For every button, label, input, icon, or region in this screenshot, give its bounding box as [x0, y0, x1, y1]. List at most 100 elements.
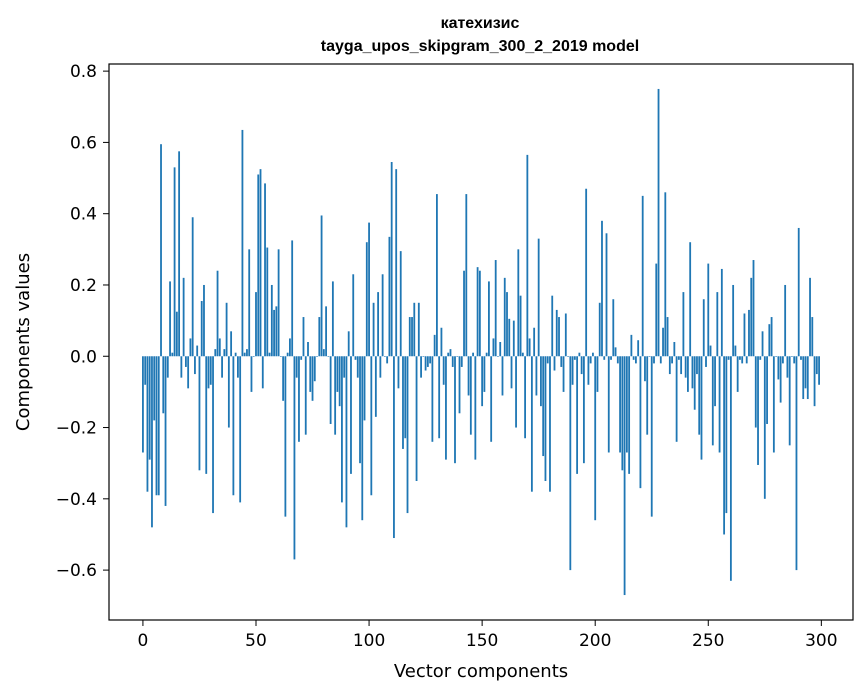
bar-145 [469, 356, 472, 435]
bar-167 [519, 295, 522, 357]
bar-24 [196, 345, 199, 357]
bar-245 [696, 356, 698, 375]
bar-261 [732, 284, 735, 357]
x-axis-label: Vector components [394, 661, 568, 682]
bar-216 [630, 334, 633, 357]
bar-237 [677, 356, 680, 360]
bar-39 [230, 331, 233, 357]
bar-275 [763, 356, 766, 499]
bar-series [142, 88, 820, 596]
y-tick-label: −0.6 [56, 561, 97, 581]
bar-103 [374, 356, 377, 417]
bar-80 [322, 349, 325, 357]
bar-273 [759, 356, 762, 360]
bar-186 [562, 356, 565, 392]
bar-112 [395, 169, 398, 357]
bar-252 [711, 356, 714, 446]
bar-33 [216, 270, 219, 357]
bar-165 [515, 356, 517, 428]
bar-35 [221, 356, 223, 378]
bar-188 [567, 356, 569, 357]
bar-23 [194, 356, 196, 375]
bar-178 [544, 356, 547, 481]
bar-285 [786, 356, 789, 378]
bar-130 [436, 194, 438, 357]
bar-222 [644, 356, 646, 382]
bar-288 [793, 356, 796, 364]
bar-272 [757, 356, 759, 465]
bar-153 [488, 281, 490, 357]
bar-176 [540, 356, 542, 407]
bar-185 [560, 356, 563, 367]
bar-184 [558, 317, 560, 357]
bar-202 [598, 302, 601, 357]
bar-129 [433, 334, 436, 357]
bar-179 [546, 356, 549, 364]
bar-171 [528, 338, 531, 357]
bar-101 [370, 356, 373, 496]
bar-131 [438, 356, 441, 439]
bar-271 [754, 356, 757, 428]
bar-95 [356, 356, 359, 378]
bar-295 [809, 277, 811, 357]
bar-287 [791, 356, 793, 357]
bar-71 [302, 317, 305, 357]
bar-213 [623, 356, 626, 596]
bar-195 [582, 356, 585, 464]
bar-108 [386, 356, 389, 364]
bar-174 [535, 356, 538, 396]
x-tick-label: 300 [805, 631, 837, 651]
bar-124 [422, 356, 425, 357]
bar-18 [182, 277, 185, 357]
bar-234 [671, 356, 673, 364]
bar-82 [327, 356, 330, 357]
bar-135 [447, 352, 450, 357]
bar-48 [250, 356, 253, 392]
bar-265 [741, 356, 744, 364]
bar-61 [279, 356, 282, 357]
bar-289 [795, 356, 798, 571]
bar-119 [411, 317, 413, 357]
bar-175 [537, 238, 540, 357]
bar-263 [736, 356, 739, 392]
bar-85 [334, 356, 337, 435]
bar-100 [368, 222, 370, 357]
bar-111 [393, 356, 395, 539]
bar-253 [714, 356, 716, 407]
bar-192 [576, 356, 579, 474]
bar-211 [619, 356, 621, 453]
bar-93 [352, 274, 355, 357]
bar-41 [234, 352, 237, 357]
bar-67 [293, 356, 296, 560]
bar-172 [530, 356, 533, 492]
bar-45 [243, 352, 246, 357]
bar-283 [781, 356, 784, 364]
bar-66 [291, 240, 294, 357]
bar-5 [153, 356, 156, 421]
bar-96 [359, 356, 361, 464]
bar-51 [257, 174, 260, 357]
bar-255 [718, 356, 721, 453]
bar-191 [573, 356, 576, 360]
bar-52 [259, 169, 262, 357]
bar-235 [673, 342, 676, 357]
bar-94 [354, 356, 357, 360]
bar-88 [341, 356, 343, 503]
bar-42 [237, 356, 239, 378]
bar-277 [768, 324, 771, 357]
bar-58 [273, 309, 275, 357]
bar-43 [239, 356, 242, 503]
bar-109 [388, 236, 391, 357]
bar-177 [542, 356, 545, 457]
bar-70 [300, 356, 303, 360]
bar-92 [350, 356, 352, 474]
bar-37 [225, 302, 228, 357]
bar-4 [151, 356, 153, 528]
bar-260 [729, 356, 732, 581]
bar-59 [275, 306, 278, 357]
bar-194 [580, 356, 583, 375]
bar-274 [761, 331, 764, 357]
bar-105 [379, 356, 382, 378]
bar-219 [637, 340, 640, 357]
